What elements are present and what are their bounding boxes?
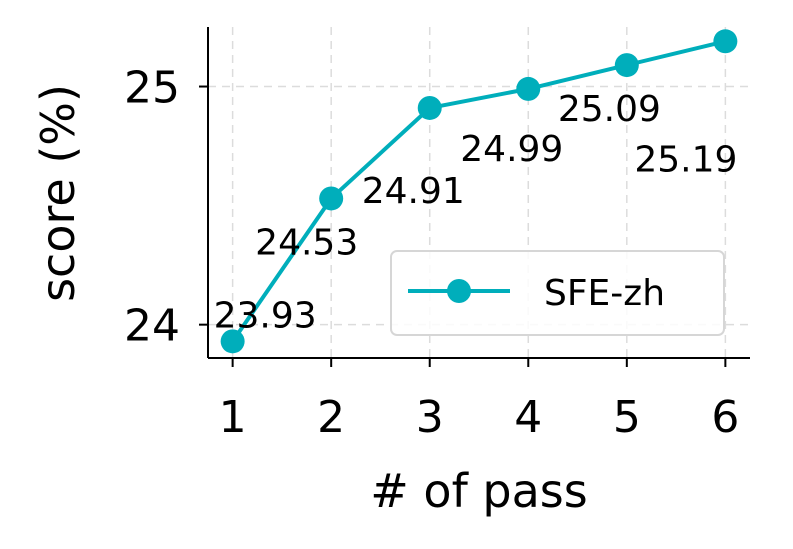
x-tick-label: 4	[514, 392, 542, 443]
x-tick-label: 2	[317, 392, 345, 443]
data-label: 24.53	[255, 222, 358, 263]
series	[220, 29, 738, 354]
x-tick-label: 6	[711, 392, 739, 443]
legend: SFE-zh	[390, 250, 725, 336]
data-point	[220, 329, 245, 354]
legend-marker	[447, 279, 471, 303]
data-label: 25.09	[558, 89, 661, 130]
data-point	[713, 29, 738, 54]
data-point	[516, 76, 541, 101]
y-tick-label: 24	[124, 301, 180, 352]
data-point	[614, 53, 639, 78]
data-point	[319, 186, 344, 211]
y-axis-title: score (%)	[31, 84, 85, 302]
x-tick-label: 5	[613, 392, 641, 443]
y-tick-label: 25	[124, 63, 180, 114]
x-axis-title: # of pass	[370, 464, 587, 518]
x-tick-label: 1	[219, 392, 247, 443]
series-line	[230, 39, 726, 343]
x-tick-label: 3	[416, 392, 444, 443]
data-label: 25.19	[634, 139, 737, 180]
axes	[207, 27, 750, 359]
ticks: 1 2 3 4 5 6 24 25	[124, 63, 739, 443]
legend-label: SFE-zh	[544, 273, 665, 314]
legend-box	[390, 250, 725, 336]
data-point	[417, 95, 442, 120]
data-label: 24.91	[362, 171, 465, 212]
data-label: 24.99	[460, 129, 563, 170]
data-label: 23.93	[214, 295, 317, 336]
